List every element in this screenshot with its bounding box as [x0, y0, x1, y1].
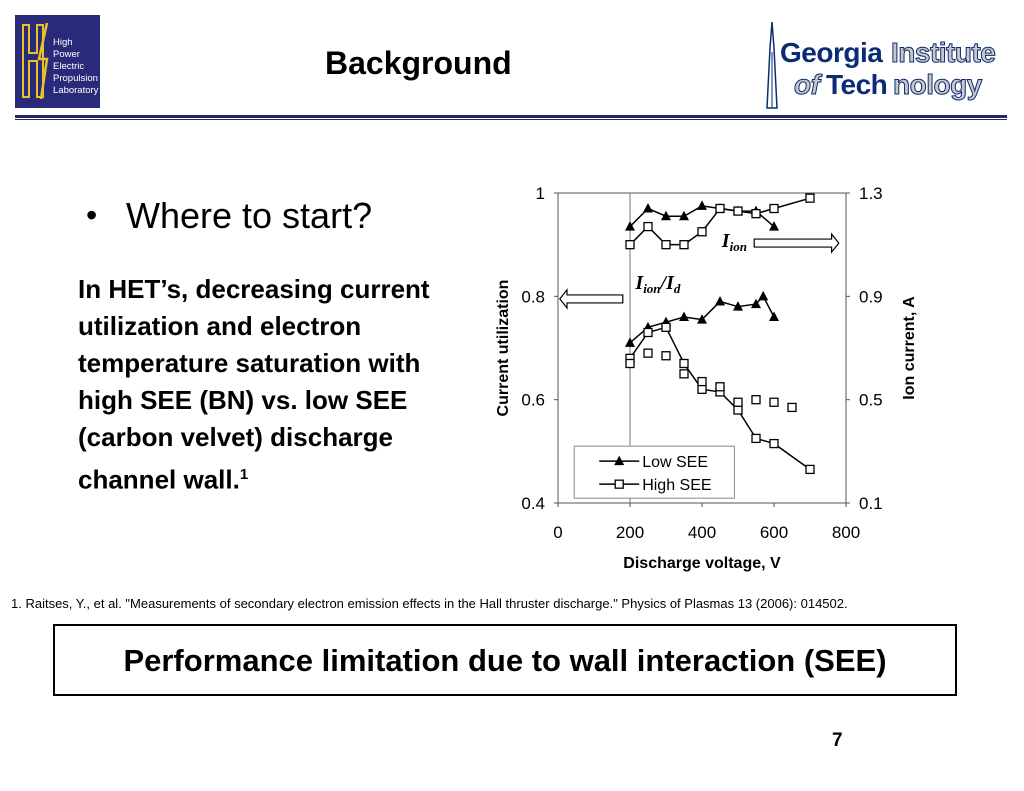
- current-utilization-chart: 0 200 400 600 800 0.4 0.6 0.8 1 0.1 0.5 0.9 1.3 Disch…: [495, 184, 918, 572]
- series-line: [629, 197, 811, 246]
- tech-tower-icon: [766, 22, 778, 109]
- data-point-high-see: [697, 227, 707, 237]
- slide-title: Background: [325, 45, 512, 81]
- y-tick-label: 0.8: [521, 287, 545, 306]
- data-point-low-see: [625, 221, 635, 231]
- data-point-high-see: [733, 206, 743, 216]
- data-point-low-see: [715, 296, 725, 306]
- legend-marker-triangle: [614, 455, 625, 466]
- data-point-high-see: [661, 322, 671, 332]
- data-point-low-see: [769, 221, 779, 231]
- y2-tick-label: 1.3: [859, 184, 883, 203]
- bullet-text: Where to start?: [126, 195, 373, 236]
- data-point-low-see: [679, 210, 689, 221]
- x-tick-label: 0: [553, 523, 562, 542]
- data-point-high-see: [625, 358, 635, 369]
- data-point-low-see: [679, 311, 689, 321]
- data-point-high-see: [787, 402, 797, 413]
- data-point-high-see: [769, 203, 779, 214]
- data-point-high-see: [769, 438, 779, 449]
- logo-word-tech: Tech: [826, 69, 888, 100]
- annotation-utilization: Iion/Id: [634, 272, 680, 296]
- logo-word-institute: Institute: [890, 37, 996, 68]
- data-point-low-see: [758, 290, 769, 301]
- callout-box: Performance limitation due to wall inter…: [53, 624, 957, 696]
- logo-word-of: of: [793, 69, 820, 100]
- data-point-low-see: [733, 301, 743, 311]
- lab-name-line: Laboratory: [53, 85, 99, 96]
- footnote-marker: 1: [239, 466, 249, 483]
- arrow-right-icon: [753, 232, 840, 254]
- callout-text: Performance limitation due to wall inter…: [123, 643, 887, 678]
- lightning-bolt-icon: [22, 22, 49, 100]
- legend-label: Low SEE: [642, 454, 708, 471]
- logo-word-nology: nology: [893, 69, 983, 100]
- data-point-high-see: [805, 464, 815, 475]
- data-point-high-see: [625, 240, 635, 250]
- header-divider: [15, 115, 1007, 118]
- data-point-low-see: [697, 314, 707, 324]
- data-point-high-see: [805, 193, 815, 203]
- annotation-ion-current: Iion: [721, 230, 747, 254]
- y2-tick-label: 0.5: [859, 391, 883, 410]
- lab-name-line: High: [53, 37, 73, 48]
- y-tick-label: 1: [536, 184, 545, 203]
- data-point-low-see: [625, 337, 635, 347]
- data-point-high-see: [733, 405, 743, 415]
- data-point-high-see: [715, 382, 725, 392]
- data-point-high-see: [751, 395, 761, 405]
- header-divider-thin: [15, 119, 1007, 120]
- lab-name-lines: High Power Electric Propulsion Laborator…: [53, 37, 98, 97]
- legend-marker-square: [614, 479, 624, 489]
- data-point-high-see: [643, 221, 653, 232]
- lab-name-line: Electric: [53, 61, 85, 72]
- data-point-high-see: [697, 376, 707, 387]
- data-point-high-see: [679, 369, 689, 379]
- y-axis-label: Current utilization: [495, 280, 512, 417]
- y2-axis-label: Ion current, A: [901, 296, 918, 400]
- y2-tick-label: 0.1: [859, 494, 883, 513]
- data-point-low-see: [643, 203, 653, 213]
- data-point-high-see: [697, 384, 707, 394]
- description-text: In HET’s, decreasing current utilization…: [78, 274, 430, 495]
- data-point-high-see: [643, 348, 653, 358]
- arrow-left-icon: [559, 288, 624, 310]
- x-tick-label: 800: [832, 523, 860, 542]
- data-point-high-see: [769, 397, 779, 407]
- y-tick-label: 0.6: [521, 391, 545, 410]
- data-point-low-see: [769, 311, 779, 321]
- legend-label: High SEE: [642, 477, 711, 494]
- x-axis-label: Discharge voltage, V: [623, 555, 781, 572]
- y-tick-label: 0.4: [521, 494, 545, 513]
- data-point-low-see: [697, 200, 707, 210]
- logo-word-georgia: Georgia: [780, 37, 883, 68]
- x-tick-label: 200: [616, 523, 644, 542]
- data-point-high-see: [715, 203, 725, 214]
- description-paragraph: In HET’s, decreasing current utilization…: [78, 271, 458, 499]
- reference-citation: 1. Raitses, Y., et al. "Measurements of …: [11, 596, 848, 611]
- x-tick-label: 600: [760, 523, 788, 542]
- data-point-high-see: [679, 358, 689, 369]
- page-number: 7: [832, 730, 843, 751]
- data-point-high-see: [643, 327, 653, 338]
- data-point-high-see: [751, 433, 761, 444]
- y2-tick-label: 0.9: [859, 287, 883, 306]
- data-point-high-see: [751, 209, 761, 219]
- data-point-low-see: [661, 210, 671, 221]
- lab-name-line: Power: [53, 49, 80, 60]
- bullet-marker: •: [86, 197, 98, 233]
- lab-name-line: Propulsion: [53, 73, 98, 84]
- data-point-high-see: [679, 240, 689, 250]
- legend-box: [573, 445, 735, 499]
- georgia-tech-logo: Georgia Institute of Tech nology: [762, 22, 1012, 110]
- data-point-high-see: [733, 397, 743, 407]
- data-point-low-see: [751, 298, 761, 309]
- x-tick-label: 400: [688, 523, 716, 542]
- series-line: [629, 326, 811, 471]
- hpepl-lab-logo: High Power Electric Propulsion Laborator…: [15, 15, 100, 108]
- data-point-high-see: [661, 351, 671, 361]
- data-point-high-see: [661, 240, 671, 250]
